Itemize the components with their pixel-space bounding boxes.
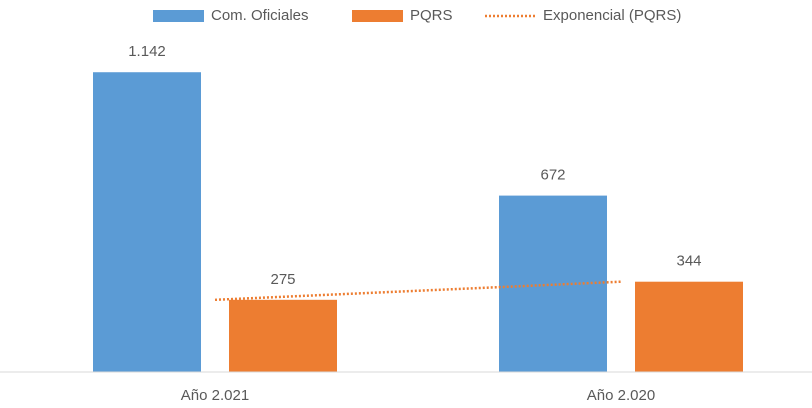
legend-label: Exponencial (PQRS) (543, 7, 681, 24)
legend-label: Com. Oficiales (211, 7, 309, 24)
data-label: 672 (540, 167, 565, 184)
bar (635, 281, 743, 372)
bar (499, 195, 607, 372)
legend-swatch (153, 10, 204, 22)
data-label: 1.142 (128, 43, 166, 60)
legend-swatch (352, 10, 403, 22)
x-tick-label: Año 2.020 (587, 387, 655, 404)
data-label: 275 (270, 271, 295, 288)
x-tick-label: Año 2.021 (181, 387, 249, 404)
legend-label: PQRS (410, 7, 453, 24)
data-label: 344 (676, 253, 701, 270)
bar (93, 72, 201, 372)
bar (229, 299, 337, 372)
